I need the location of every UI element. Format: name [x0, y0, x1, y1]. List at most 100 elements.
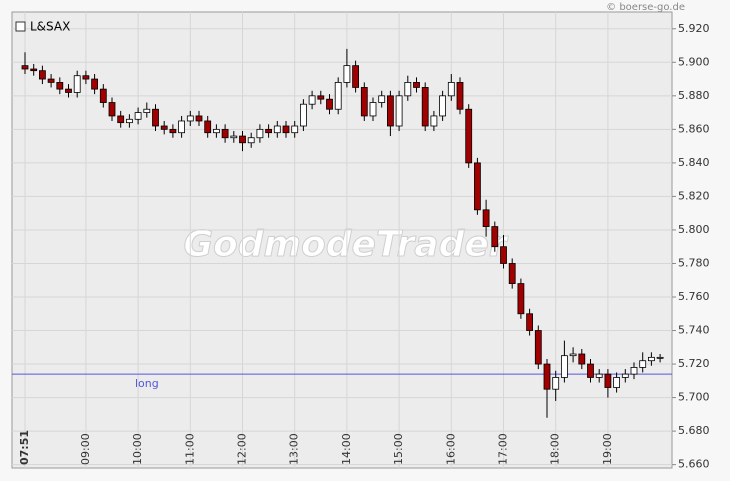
candle-body — [308, 95, 316, 105]
y-tick-label: 5.700 — [678, 391, 710, 404]
candle-body — [160, 125, 168, 130]
annotation-label: long — [135, 377, 159, 390]
candle-body — [91, 78, 98, 90]
x-tick-label: 14:00 — [340, 433, 353, 465]
x-tick-label: 19:00 — [601, 433, 614, 465]
candle-body — [526, 313, 533, 331]
y-tick-label: 5.820 — [678, 189, 710, 202]
plot-area — [11, 11, 673, 469]
candle-body — [386, 95, 394, 127]
legend-label: L&SAX — [30, 20, 70, 34]
candle-body — [552, 377, 560, 390]
y-tick-label: 5.840 — [678, 156, 710, 169]
candle-body — [186, 115, 194, 122]
candle-body — [595, 373, 603, 378]
candle-body — [134, 112, 142, 120]
candle-body — [230, 135, 238, 139]
candle-body — [578, 353, 586, 365]
candle-body — [630, 367, 638, 375]
candle-body — [421, 87, 429, 127]
candle-body — [108, 102, 116, 117]
y-tick-label: 5.800 — [678, 223, 710, 236]
x-tick-label: 17:00 — [497, 433, 510, 465]
candle-body — [343, 65, 351, 83]
candle-body — [47, 78, 55, 83]
candle-body — [473, 162, 481, 211]
candle-body — [334, 82, 342, 110]
candle-body — [543, 363, 551, 390]
candle-body — [212, 128, 220, 134]
candle-body — [613, 377, 620, 388]
x-tick-label: 13:00 — [288, 433, 301, 465]
candle-body — [326, 98, 333, 110]
y-tick-label: 5.760 — [678, 290, 710, 303]
candle-body — [291, 125, 299, 134]
candle-body — [99, 88, 107, 103]
x-tick-label: 18:00 — [549, 433, 562, 465]
candle-body — [282, 125, 290, 134]
candle-body — [465, 108, 473, 164]
candle-body — [517, 283, 525, 315]
candle-body — [169, 128, 177, 134]
y-tick-label: 5.900 — [678, 55, 710, 68]
y-tick-label: 5.740 — [678, 324, 710, 337]
candle-body — [534, 330, 542, 365]
y-tick-label: 5.720 — [678, 357, 710, 370]
x-tick-label: 16:00 — [444, 433, 457, 465]
candle-body — [143, 108, 151, 113]
candle-body — [56, 82, 64, 90]
candle-body — [265, 128, 273, 134]
candle-body — [413, 82, 420, 88]
watermark: GodmodeTrader — [183, 224, 508, 265]
candle-body — [604, 373, 612, 388]
candle-body — [439, 95, 447, 117]
candle-body — [500, 246, 507, 264]
candle-body — [239, 135, 246, 144]
candle-body — [447, 82, 455, 97]
candle-body — [404, 82, 412, 97]
candle-body — [65, 88, 72, 93]
candle-body — [221, 128, 229, 139]
x-tick-label: 07:51 — [18, 430, 31, 465]
candle-body — [482, 209, 490, 227]
candle-body — [621, 373, 629, 378]
candle-body — [430, 115, 438, 127]
candle-body — [639, 360, 647, 368]
candle-body — [456, 82, 464, 110]
candle-body — [378, 95, 386, 103]
candle-body — [508, 263, 516, 284]
y-tick-label: 5.680 — [678, 424, 710, 437]
candle-body — [491, 226, 499, 248]
candle-body — [21, 65, 29, 70]
candle-body — [352, 65, 360, 88]
candle-body — [152, 108, 159, 127]
candle-body — [648, 356, 655, 362]
candle-body — [656, 356, 664, 359]
candle-body — [247, 137, 255, 144]
candle-body — [126, 118, 133, 124]
candle-body — [587, 363, 594, 378]
y-tick-label: 5.780 — [678, 256, 710, 269]
y-tick-label: 5.920 — [678, 22, 710, 35]
x-tick-label: 10:00 — [131, 433, 144, 465]
candle-body — [204, 120, 212, 134]
x-tick-label: 11:00 — [183, 433, 196, 465]
candle-body — [117, 115, 125, 124]
y-tick-label: 5.860 — [678, 122, 710, 135]
candle-body — [39, 70, 46, 80]
y-tick-label: 5.660 — [678, 458, 710, 471]
x-tick-label: 15:00 — [392, 433, 405, 465]
candle-body — [395, 95, 403, 127]
candle-body — [360, 87, 368, 117]
credit: © boerse-go.de — [606, 2, 685, 13]
candle-body — [30, 68, 38, 72]
candle-body — [73, 75, 81, 93]
candle-body — [299, 103, 307, 127]
candle-body — [82, 75, 90, 80]
candle-body — [569, 353, 577, 357]
candle-body — [256, 128, 264, 139]
candle-body — [369, 102, 377, 117]
x-tick-label: 09:00 — [79, 433, 92, 465]
candle-body — [317, 95, 325, 100]
